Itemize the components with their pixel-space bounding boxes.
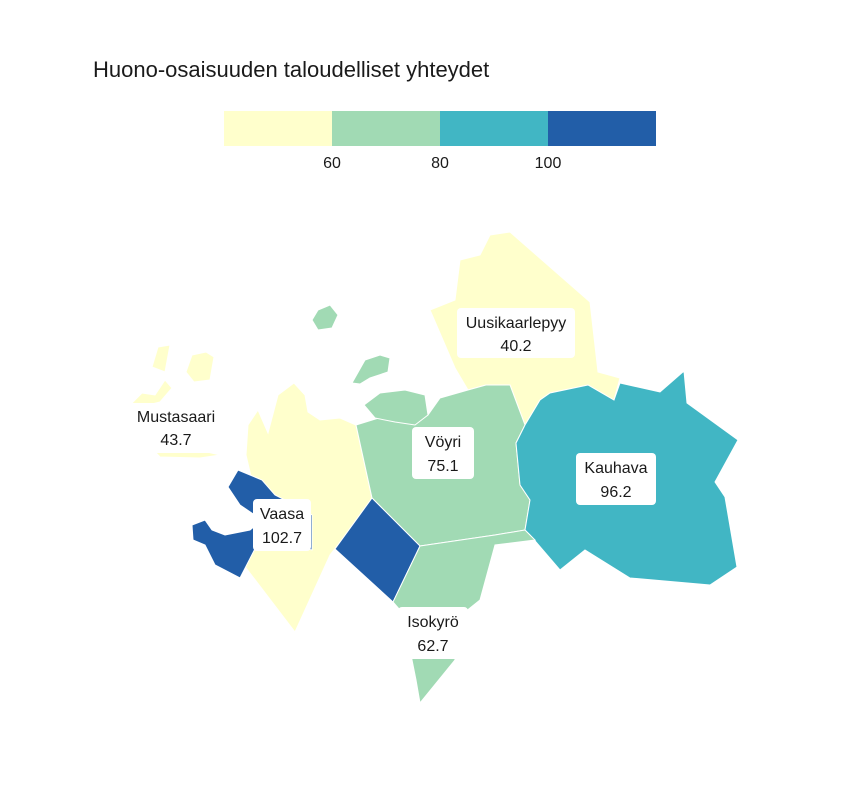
label-mustasaari-value: 43.7 bbox=[160, 432, 191, 449]
label-mustasaari-name: Mustasaari bbox=[137, 409, 215, 426]
label-vaasa: Vaasa 102.7 bbox=[253, 499, 311, 551]
label-vaasa-value: 102.7 bbox=[262, 530, 302, 547]
label-uusikaarlepyy-value: 40.2 bbox=[500, 338, 531, 355]
label-mustasaari: Mustasaari 43.7 bbox=[129, 403, 223, 453]
label-vaasa-name: Vaasa bbox=[260, 506, 304, 523]
label-isokyro-value: 62.7 bbox=[417, 638, 448, 655]
label-kauhava-value: 96.2 bbox=[600, 484, 631, 501]
label-isokyro-name: Isokyrö bbox=[407, 614, 459, 631]
label-kauhava-name: Kauhava bbox=[584, 460, 647, 477]
label-voyri-value: 75.1 bbox=[427, 458, 458, 475]
label-isokyro: Isokyrö 62.7 bbox=[398, 607, 468, 659]
label-voyri-name: Vöyri bbox=[425, 434, 461, 451]
label-voyri: Vöyri 75.1 bbox=[412, 427, 474, 479]
label-uusikaarlepyy: Uusikaarlepyy 40.2 bbox=[457, 308, 575, 358]
label-kauhava: Kauhava 96.2 bbox=[576, 453, 656, 505]
label-uusikaarlepyy-name: Uusikaarlepyy bbox=[466, 315, 566, 332]
